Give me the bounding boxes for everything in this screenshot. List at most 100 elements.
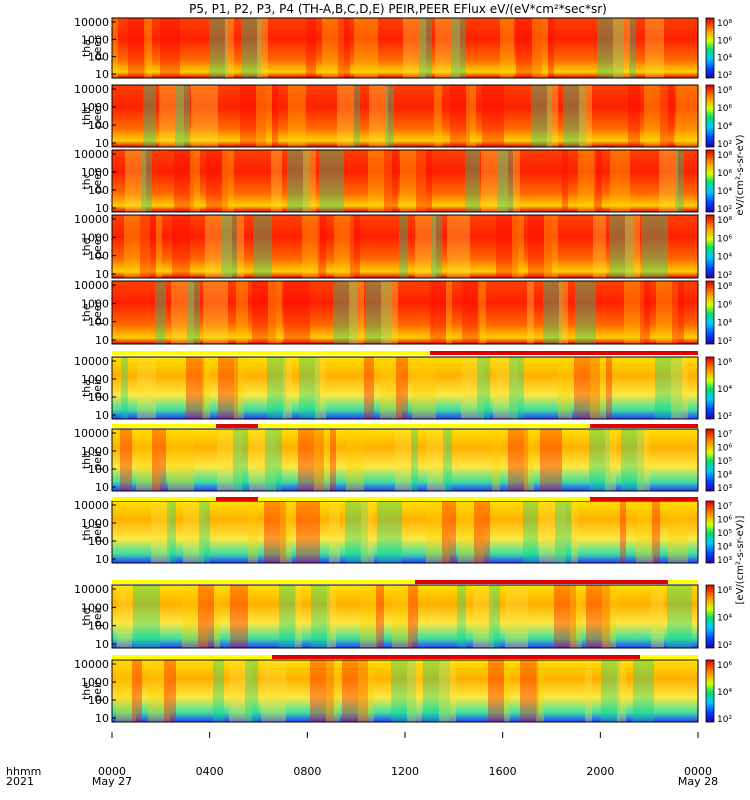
ylabel2-thd_peir: peir xyxy=(91,605,104,627)
colorbar-tick-label: 10⁶ xyxy=(717,36,732,46)
colorbar-tick-label: 10⁶ xyxy=(717,586,732,596)
ytick-label: 10 xyxy=(95,409,109,422)
colorbar-tick-label: 10² xyxy=(717,412,732,422)
colorbar-tick-label: 10⁶ xyxy=(717,661,732,671)
colorbar-tick-label: 10⁴ xyxy=(717,187,732,197)
panel-frame-thd_peir xyxy=(111,584,699,649)
colorbar-tick-label: 10⁸ xyxy=(717,19,732,29)
ytick-label: 100 xyxy=(88,119,109,132)
ytick-label: 100 xyxy=(88,391,109,404)
ytick-label: 1000 xyxy=(81,445,109,458)
panel-frame-tha_peir xyxy=(111,356,699,420)
colorbar-tick-label: 10⁴ xyxy=(717,253,732,263)
ylabel-tha_peir: tha xyxy=(80,379,93,397)
spectrogram-thb_peir xyxy=(112,429,698,491)
xtick-label: 0000 xyxy=(684,765,712,778)
ytick-label: 10000 xyxy=(74,427,109,440)
ytick-label: 1000 xyxy=(81,373,109,386)
colorbar-thb_peer xyxy=(705,84,715,148)
xtick-label: 1200 xyxy=(391,765,419,778)
ytick-label: 10 xyxy=(95,712,109,725)
ytick-label: 10000 xyxy=(74,83,109,96)
date-label: May 27 xyxy=(92,775,132,788)
plot-title: P5, P1, P2, P3, P4 (TH-A,B,C,D,E) PEIR,P… xyxy=(189,2,607,16)
ytick-label: 100 xyxy=(88,694,109,707)
ylabel2-thc_peir: peir xyxy=(91,521,104,543)
flag-bar xyxy=(112,351,698,355)
colorbar-tick-label: 10² xyxy=(717,140,732,150)
ytick-label: 100 xyxy=(88,535,109,548)
colorbar-tick-label: 10⁴ xyxy=(717,54,732,64)
ylabel-thb_peir: thb xyxy=(80,451,93,469)
colorbar-tick-label: 10⁴ xyxy=(717,319,732,329)
spectrogram-the_peer xyxy=(112,281,698,344)
flag-bars xyxy=(112,351,698,659)
ytick-label: 1000 xyxy=(81,517,109,530)
xtick-label: 2000 xyxy=(586,765,614,778)
flag-bar xyxy=(112,497,698,501)
flag-red-segment xyxy=(216,424,258,428)
ytick-label: 10000 xyxy=(74,213,109,226)
colorbar-tick-label: 10⁷ xyxy=(717,430,732,440)
ylabel2-tha_peer: peer xyxy=(91,35,104,61)
ytick-label: 10 xyxy=(95,202,109,215)
flag-red-segment xyxy=(415,580,668,584)
ytick-label: 100 xyxy=(88,184,109,197)
flag-bar xyxy=(112,424,698,428)
ylabel-thd_peir: thd xyxy=(80,607,93,625)
colorbar-tick-label: 10⁶ xyxy=(717,444,732,454)
ylabel2-thd_peer: peer xyxy=(91,234,104,260)
ylabel-tha_peer: tha xyxy=(80,39,93,57)
colorbar-thd_peir xyxy=(705,584,715,649)
date-label: May 28 xyxy=(678,775,718,788)
ytick-label: 100 xyxy=(88,463,109,476)
flag-bar xyxy=(112,580,698,584)
ylabel2-thc_peer: peer xyxy=(91,168,104,194)
ylabel-thb_peer: thb xyxy=(80,107,93,125)
panel-frame-the_peer xyxy=(111,280,699,345)
ytick-label: 100 xyxy=(88,250,109,263)
ytick-label: 100 xyxy=(88,620,109,633)
colorbar-axis-label-electron: eV/(cm²-s-sr-eV) xyxy=(735,134,746,215)
ylabel2-the_peir: peir xyxy=(91,680,104,702)
spectrogram-thc_peir xyxy=(112,501,698,563)
ytick-label: 10 xyxy=(95,334,109,347)
colorbar-tick-label: 10⁴ xyxy=(717,385,732,395)
colorbar-tick-label: 10⁴ xyxy=(717,122,732,132)
colorbar-tick-label: 10³ xyxy=(717,556,732,566)
ytick-label: 10000 xyxy=(74,499,109,512)
colorbar-tick-label: 10³ xyxy=(717,484,732,494)
time-axis-row1-label: hhmm xyxy=(6,765,41,778)
ytick-label: 10 xyxy=(95,553,109,566)
ytick-label: 1000 xyxy=(81,601,109,614)
colorbar-tick-label: 10⁶ xyxy=(717,104,732,114)
ytick-label: 10000 xyxy=(74,16,109,29)
ylabel-the_peir: the xyxy=(80,682,93,700)
colorbar-tick-label: 10² xyxy=(717,641,732,651)
panel-frame-thb_peir xyxy=(111,428,699,492)
ylabel2-tha_peir: peir xyxy=(91,377,104,399)
ylabel-the_peer: the xyxy=(80,303,93,321)
colorbar-tick-label: 10⁸ xyxy=(717,282,732,292)
colorbar-tick-label: 10⁴ xyxy=(717,688,732,698)
colorbar-tick-label: 10⁷ xyxy=(717,502,732,512)
spectrogram-tha_peer xyxy=(112,18,698,78)
colorbar-tick-label: 10⁸ xyxy=(717,151,732,161)
panel-frame-tha_peer xyxy=(111,17,699,79)
spectrogram-tha_peir xyxy=(112,357,698,419)
colorbar-tick-label: 10² xyxy=(717,205,732,215)
ylabel-thc_peir: thc xyxy=(80,523,93,540)
ytick-label: 1000 xyxy=(81,297,109,310)
flag-red-segment xyxy=(590,497,698,501)
panel-frame-thd_peer xyxy=(111,214,699,279)
